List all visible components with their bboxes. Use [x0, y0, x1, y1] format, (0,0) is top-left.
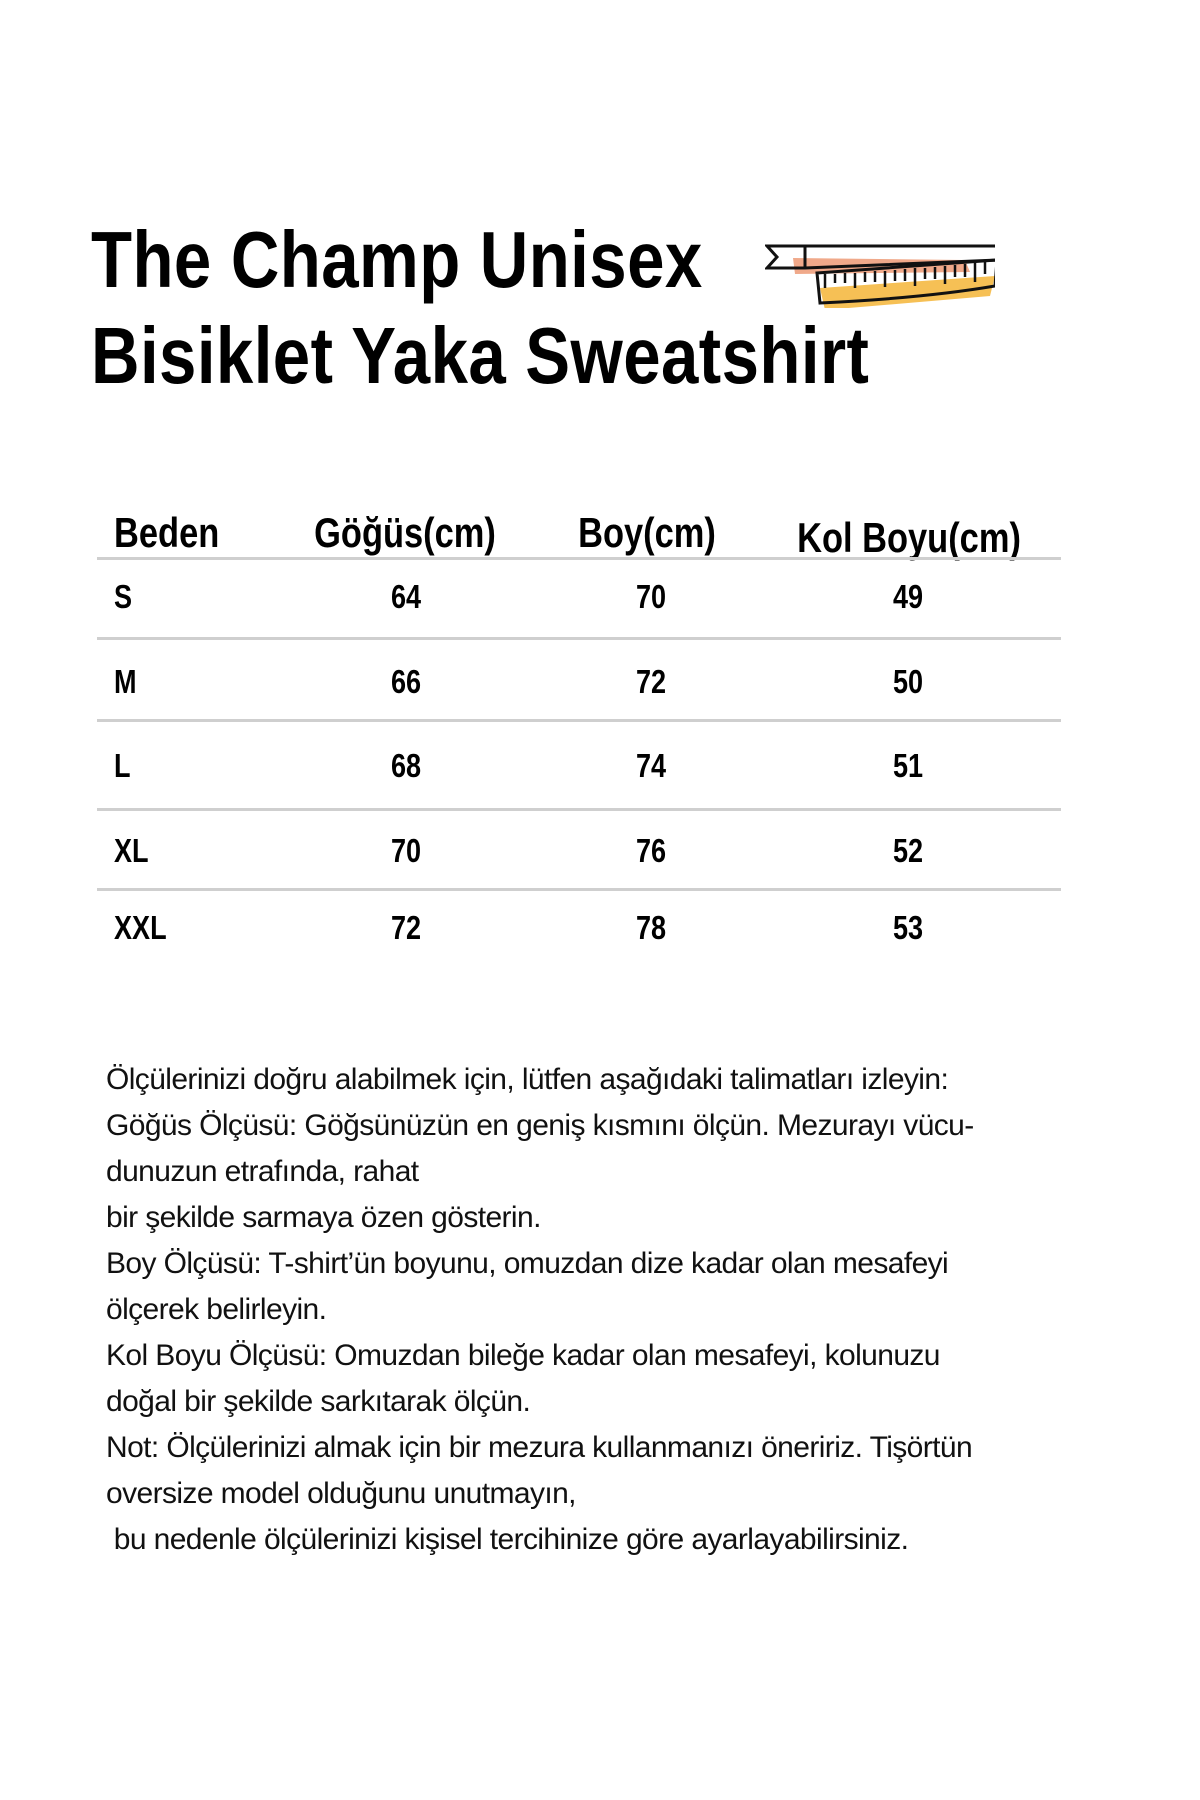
size-label: M — [114, 663, 137, 700]
measurement-value: 52 — [892, 832, 924, 869]
divider — [97, 637, 1061, 640]
size-label: S — [114, 578, 133, 615]
title-line-2: Bisiklet Yaka Sweatshirt — [91, 311, 870, 400]
measurement-instructions: Ölçülerinizi doğru alabilmek için, lütfe… — [106, 1057, 1166, 1563]
instruction-line: bir şekilde sarmaya özen gösterin. — [106, 1201, 541, 1234]
measurement-value: 72 — [635, 663, 667, 700]
measurement-value: 70 — [390, 832, 422, 869]
size-label: L — [114, 747, 131, 784]
measurement-value: 72 — [390, 909, 422, 946]
measurement-value: 70 — [635, 578, 667, 615]
header-gogus: Göğüs(cm) — [314, 509, 496, 556]
header-boy: Boy(cm) — [578, 509, 716, 556]
instruction-line: Göğüs Ölçüsü: Göğsünüzün en geniş kısmın… — [106, 1109, 974, 1142]
title-line-1: The Champ Unisex — [91, 215, 703, 304]
tape-measure-icon — [765, 244, 995, 308]
measurement-value: 66 — [390, 663, 422, 700]
divider — [97, 557, 1061, 560]
instruction-line: dunuzun etrafında, rahat — [106, 1155, 419, 1188]
instruction-line: Ölçülerinizi doğru alabilmek için, lütfe… — [106, 1063, 949, 1096]
measurement-value: 74 — [635, 747, 667, 784]
instruction-line: Boy Ölçüsü: T-shirt’ün boyunu, omuzdan d… — [106, 1247, 949, 1280]
divider — [97, 808, 1061, 811]
divider — [97, 888, 1061, 891]
instruction-line: bu nedenle ölçülerinizi kişisel tercihin… — [106, 1523, 909, 1556]
measurement-value: 68 — [390, 747, 422, 784]
header-beden: Beden — [114, 509, 220, 556]
instruction-line: doğal bir şekilde sarkıtarak ölçün. — [106, 1385, 531, 1418]
header-kol-boyu: Kol Boyu(cm) — [797, 514, 1021, 561]
measurement-value: 78 — [635, 909, 667, 946]
divider — [97, 719, 1061, 722]
instruction-line: ölçerek belirleyin. — [106, 1293, 327, 1326]
instruction-line: Not: Ölçülerinizi almak için bir mezura … — [106, 1431, 973, 1464]
measurement-value: 49 — [892, 578, 924, 615]
measurement-value: 50 — [892, 663, 924, 700]
size-label: XXL — [114, 909, 167, 946]
instruction-line: oversize model olduğunu unutmayın, — [106, 1477, 577, 1510]
instruction-line: Kol Boyu Ölçüsü: Omuzdan bileğe kadar ol… — [106, 1339, 940, 1372]
measurement-value: 76 — [635, 832, 667, 869]
measurement-value: 51 — [892, 747, 924, 784]
size-label: XL — [114, 832, 149, 869]
measurement-value: 64 — [390, 578, 422, 615]
measurement-value: 53 — [892, 909, 924, 946]
